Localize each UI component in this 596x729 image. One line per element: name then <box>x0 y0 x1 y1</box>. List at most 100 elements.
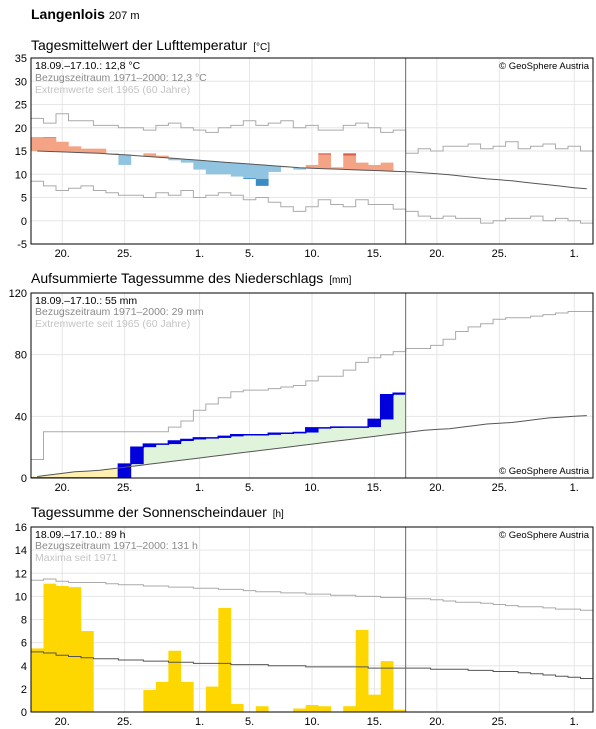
temp-anomaly-bar <box>55 141 69 152</box>
sunshine-bar <box>368 694 381 712</box>
y-tick-label: 0 <box>21 216 27 228</box>
x-tick-label: 20. <box>55 716 70 728</box>
precip-deficit-segment <box>105 468 119 478</box>
sunshine-bar <box>168 650 182 712</box>
y-tick-label: 14 <box>15 545 27 557</box>
y-tick-label: 6 <box>21 638 27 650</box>
chart-panel-rain: 0 40 80 120 20. 25. 1. 5. 10. 15. 20. 25. 1. 18.09.–1… <box>9 288 594 494</box>
station-name: Langenlois <box>31 6 105 22</box>
sunshine-bar <box>143 690 157 712</box>
sunshine-chart-title: Tagessumme der Sonnenscheindauer [h] <box>31 504 284 520</box>
x-tick-label: 1. <box>570 482 579 494</box>
y-tick-label: 20 <box>15 123 27 135</box>
temp-anomaly-bar <box>105 153 119 155</box>
precip-deficit-segment <box>93 470 107 478</box>
sunshine-bar <box>230 703 244 712</box>
temp-anomaly-bar <box>330 167 344 170</box>
x-tick-label: 25. <box>117 482 132 494</box>
temp-anomaly-bar <box>255 164 269 179</box>
sunshine-bar <box>193 710 207 712</box>
temp-anomaly-bar <box>80 148 94 153</box>
temp-anomaly-bar <box>355 162 369 171</box>
x-tick-label: 1. <box>195 482 204 494</box>
temp-anomaly-bar <box>68 146 82 153</box>
x-tick-label: 5. <box>245 716 254 728</box>
precip-surplus-band <box>31 393 406 478</box>
temp-anomaly-bar <box>93 148 107 154</box>
precip-daily-bar <box>305 427 319 433</box>
x-tick-label: 10. <box>304 716 319 728</box>
info-line-2: Bezugszeitraum 1971–2000: 12,3 °C <box>35 72 207 84</box>
precip-daily-bar <box>193 437 207 440</box>
precipitation-unit: [mm] <box>329 275 352 286</box>
precip-daily-bar <box>393 393 406 395</box>
temp-min-extreme-line <box>31 180 593 224</box>
temperature-title-text: Tagesmittelwert der Lufttemperatur <box>31 37 248 53</box>
y-tick-label: 2 <box>21 684 27 696</box>
precip-deficit-segment <box>68 471 82 478</box>
y-tick-label: 12 <box>15 568 27 580</box>
sunshine-bar <box>43 583 57 712</box>
y-tick-label: 40 <box>15 411 27 423</box>
x-tick-label: 20. <box>429 248 444 260</box>
sunshine-bar <box>205 686 219 712</box>
copyright-label: © GeoSphere Austria <box>499 61 590 72</box>
temperature-chart-title: Tagesmittelwert der Lufttemperatur [°C] <box>31 37 270 53</box>
x-tick-label: 20. <box>55 482 70 494</box>
temp-anomaly-bar <box>230 163 244 177</box>
sunshine-bar <box>355 629 369 712</box>
precip-observed-line <box>31 392 406 478</box>
sunshine-bar <box>68 587 82 712</box>
station-header: Langenlois 207 m <box>31 6 139 22</box>
info-line-3: Maxima seit 1971 <box>35 552 117 564</box>
sunshine-bar <box>393 709 406 712</box>
y-tick-label: 5 <box>21 193 27 205</box>
plot-frame <box>30 526 594 713</box>
x-tick-label: 25. <box>492 482 507 494</box>
plot-area-sun <box>31 578 593 712</box>
precip-daily-bar <box>168 441 182 445</box>
temp-anomaly-bar <box>368 164 381 171</box>
info-line-1: 18.09.–17.10.: 89 h <box>35 529 126 541</box>
x-tick-label: 15. <box>367 248 382 260</box>
x-tick-label: 25. <box>117 716 132 728</box>
temp-max-extreme-line <box>31 113 593 154</box>
y-tick-label: 30 <box>15 76 27 88</box>
info-line-1: 18.09.–17.10.: 55 mm <box>35 295 137 307</box>
plot-area-temp <box>31 113 593 224</box>
temp-anomaly-bar-strong <box>318 153 332 155</box>
y-tick-label: 80 <box>15 350 27 362</box>
precip-daily-bar <box>130 447 144 465</box>
temp-reference-line <box>37 150 587 190</box>
sunshine-bar <box>380 661 394 712</box>
x-tick-label: 20. <box>55 248 70 260</box>
sunshine-bar <box>318 706 332 712</box>
sunshine-max-line <box>31 578 593 611</box>
precipitation-title-text: Aufsummierte Tagessumme des Niederschlag… <box>31 270 324 286</box>
sunshine-bar <box>218 607 232 712</box>
info-line-2: Bezugszeitraum 1971–2000: 29 mm <box>35 306 204 318</box>
x-tick-label: 10. <box>304 482 319 494</box>
temp-anomaly-bar <box>343 155 357 170</box>
x-tick-label: 25. <box>117 248 132 260</box>
precip-daily-bar <box>268 433 282 435</box>
sunshine-bar <box>180 681 194 712</box>
temp-anomaly-bar <box>43 137 57 152</box>
temperature-unit: [°C] <box>253 42 270 53</box>
precip-daily-bar <box>380 394 394 420</box>
temp-anomaly-bar-strong <box>243 177 257 179</box>
plot-frame <box>30 292 594 479</box>
y-tick-label: 0 <box>21 473 27 485</box>
temp-anomaly-bar <box>318 154 332 169</box>
x-tick-label: 1. <box>570 248 579 260</box>
temp-anomaly-bar-strong <box>343 153 357 156</box>
info-line-2: Bezugszeitraum 1971–2000: 131 h <box>35 540 198 552</box>
sunshine-reference-line <box>31 651 593 679</box>
sunshine-bar <box>305 705 319 712</box>
precip-deficit-segment <box>80 471 94 478</box>
chart-panel-temp: -5 0 5 10 15 20 25 30 35 20. 25. 1. 5. 10. 15. 20. 25. 1.… <box>15 53 594 260</box>
temp-anomaly-bar <box>380 162 394 171</box>
sunshine-bar <box>31 648 44 712</box>
